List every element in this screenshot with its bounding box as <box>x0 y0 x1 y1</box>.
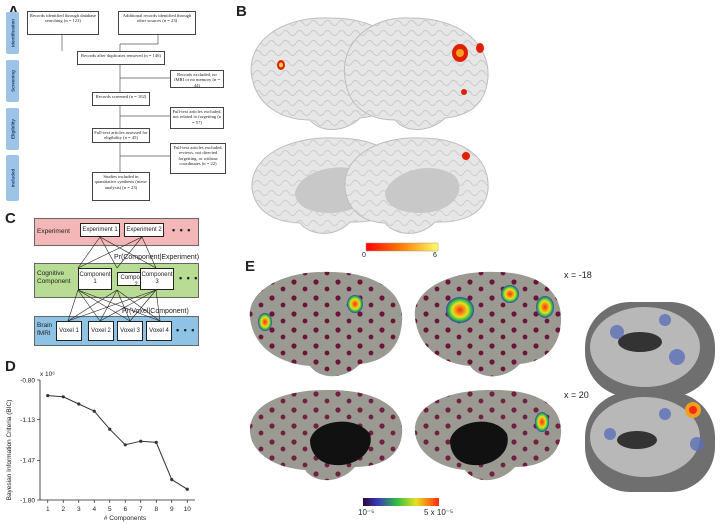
colorbar-e-max: 5 x 10⁻⁵ <box>424 508 454 517</box>
bic-point <box>185 487 189 491</box>
panel-letter-b: B <box>236 3 247 20</box>
y-axis-label: Bayesian Information Criteria (BIC) <box>6 400 13 501</box>
node-voxel-4: Voxel 4 <box>146 321 172 341</box>
prisma-arrows <box>61 35 170 172</box>
bic-point <box>170 478 174 482</box>
brain-e-right-medial <box>414 389 562 481</box>
x-tick-label: 10 <box>184 506 192 513</box>
model-arrows <box>67 236 161 322</box>
band-label-brain: Brain fMRI <box>37 322 53 337</box>
bic-point <box>46 394 50 398</box>
slice-label-bottom: x = 20 <box>564 390 589 400</box>
node-component-1: Component 1 <box>78 268 112 290</box>
bic-chart: Bayesian Information Criteria (BIC) x 10… <box>6 371 195 522</box>
prisma-box-database: Records identified through database sear… <box>27 11 99 35</box>
node-voxel-3: Voxel 3 <box>117 321 143 341</box>
colorbar-e <box>363 498 439 506</box>
x-tick-label: 7 <box>139 506 143 513</box>
panel-letter-e: E <box>245 258 256 275</box>
node-experiment-1: Experiment 1 <box>80 223 120 237</box>
prisma-box-fulltext: Full-text articles assessed for eligibil… <box>92 128 150 143</box>
prisma-box-included: Studies included in quantitative synthes… <box>92 172 150 201</box>
band-label-cognitive: Cognitive Component <box>37 270 71 285</box>
prisma-box-excluded-1: Records excluded, no fMRI or no memory (… <box>170 70 224 88</box>
slice-label-top: x = -18 <box>564 270 592 280</box>
brain-right-lateral <box>343 17 489 130</box>
node-component-3: Component 3 <box>140 268 174 290</box>
stage-included: Included <box>6 155 19 201</box>
bic-series-line <box>47 395 188 490</box>
bic-point <box>108 427 112 431</box>
colorbar-b <box>365 242 439 252</box>
plot-area: -0.80 -1.13 -1.47 -1.80 1 2 3 4 5 6 7 8 9 10 <box>20 377 195 513</box>
prisma-box-excluded-3: Full-text articles excluded, reviews, no… <box>170 143 226 174</box>
bic-point <box>154 440 158 444</box>
bic-point <box>77 402 81 406</box>
x-tick-label: 8 <box>154 506 158 513</box>
x-tick-label: 3 <box>77 506 81 513</box>
prisma-box-other-sources: Additional records identified through ot… <box>118 11 196 35</box>
colorbar-b-max: 6 <box>433 252 437 259</box>
colorbar-e-min: 10⁻⁵ <box>358 508 375 517</box>
prisma-box-duplicates: Records after duplicates removed (n = 14… <box>77 51 165 65</box>
label-pr-component-experiment: Pr(Component|Experiment) <box>114 254 200 261</box>
x-tick-label: 5 <box>108 506 112 513</box>
ellipsis: • • • <box>172 225 192 235</box>
panel-letter-a: A <box>8 3 19 20</box>
mri-slice-bottom <box>585 392 715 492</box>
label-pr-voxel-component: Pr(Voxel|Component) <box>122 308 189 315</box>
panel-e-brain-renders <box>249 271 715 506</box>
bic-point <box>61 395 65 399</box>
brain-right-medial <box>344 137 489 234</box>
stage-screening: Screening <box>6 60 19 102</box>
panel-b-brain-renders <box>250 17 489 252</box>
ellipsis: • • • <box>176 325 196 335</box>
x-tick-label: 6 <box>123 506 127 513</box>
node-voxel-1: Voxel 1 <box>56 321 82 341</box>
x-tick-label: 2 <box>61 506 65 513</box>
ellipsis: • • • <box>179 273 199 283</box>
band-label-experiment: Experiment <box>37 228 70 235</box>
x-tick-label: 9 <box>170 506 174 513</box>
node-experiment-2: Experiment 2 <box>124 223 164 237</box>
y-tick-label: -1.47 <box>20 458 35 465</box>
node-voxel-2: Voxel 2 <box>88 321 114 341</box>
x-tick-label: 4 <box>92 506 96 513</box>
y-tick-label: -1.80 <box>20 497 35 504</box>
stage-eligibility: Eligibility <box>6 108 19 150</box>
x-axis-label: # Components <box>104 515 147 522</box>
panel-letter-d: D <box>5 358 16 375</box>
panel-letter-c: C <box>5 210 16 227</box>
brain-e-left-medial <box>249 389 403 481</box>
x-tick-label: 1 <box>46 506 50 513</box>
y-tick-label: -1.13 <box>20 417 35 424</box>
brain-e-left-lateral <box>249 271 403 377</box>
colorbar-b-min: 0 <box>362 252 366 259</box>
y-tick-label: -0.80 <box>20 377 35 384</box>
prisma-box-excluded-2: Full-text articles excluded, not related… <box>170 107 224 129</box>
bic-point <box>139 439 143 443</box>
y-scale-label: x 10⁶ <box>40 371 55 378</box>
bic-point <box>123 443 127 447</box>
mri-slice-top <box>585 302 715 397</box>
bic-point <box>92 409 96 413</box>
prisma-box-screened: Records screened (n = 102) <box>92 92 150 106</box>
stage-identification: Identification <box>6 12 19 54</box>
brain-e-right-lateral <box>414 271 562 377</box>
